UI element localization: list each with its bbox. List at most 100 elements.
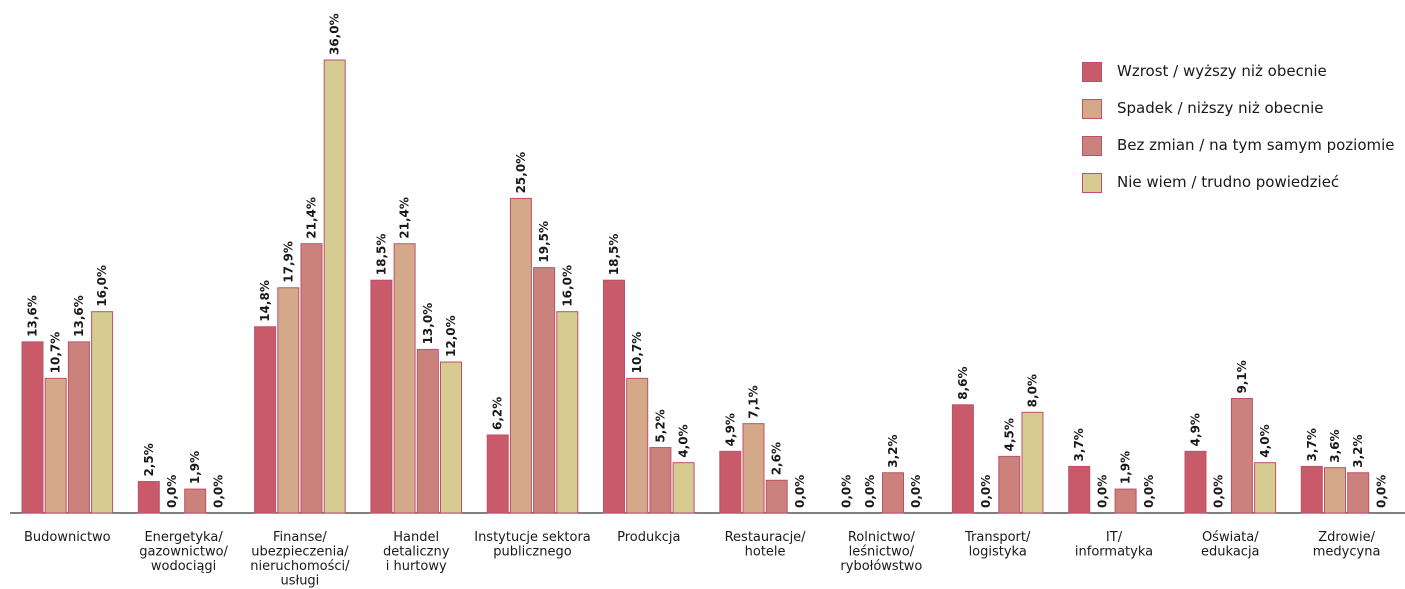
data-label: 3,7% bbox=[1072, 428, 1086, 461]
bar bbox=[1021, 411, 1044, 514]
bar bbox=[67, 341, 90, 514]
bar bbox=[21, 341, 44, 514]
data-label: 3,2% bbox=[886, 434, 900, 467]
data-label: 6,2% bbox=[491, 397, 505, 430]
data-label: 0,0% bbox=[1374, 475, 1388, 508]
data-label: 0,0% bbox=[1212, 475, 1226, 508]
data-label: 1,9% bbox=[188, 451, 202, 484]
category-label: ubezpieczenia/ bbox=[251, 545, 349, 560]
category-label: Oświata/ bbox=[1202, 530, 1259, 545]
bar bbox=[1347, 472, 1370, 514]
bar bbox=[44, 377, 67, 514]
category-label: IT/ bbox=[1106, 530, 1123, 545]
data-label: 10,7% bbox=[630, 332, 644, 374]
data-label: 0,0% bbox=[1142, 475, 1156, 508]
data-label: 0,0% bbox=[1095, 475, 1109, 508]
data-label: 10,7% bbox=[49, 332, 63, 374]
data-label: 19,5% bbox=[537, 221, 551, 263]
bar bbox=[1300, 465, 1323, 514]
data-label: 17,9% bbox=[281, 241, 295, 283]
category-label: i hurtowy bbox=[386, 559, 447, 574]
bar bbox=[416, 348, 439, 514]
category-label: Energetyka/ bbox=[144, 530, 223, 545]
category-label: nieruchomości/ bbox=[250, 559, 350, 574]
bar bbox=[951, 404, 974, 514]
category-label: Zdrowie/ bbox=[1318, 530, 1375, 545]
data-label: 3,6% bbox=[1328, 429, 1342, 462]
category-label: leśnictwo/ bbox=[849, 545, 915, 560]
category-label: Finanse/ bbox=[273, 530, 327, 545]
category-label: Budownictwo bbox=[24, 530, 111, 545]
category-label: Handel bbox=[393, 530, 439, 545]
legend-label: Spadek / niższy niż obecnie bbox=[1117, 99, 1324, 117]
bar bbox=[277, 287, 300, 514]
category-label: medycyna bbox=[1313, 545, 1381, 560]
data-label: 5,2% bbox=[653, 409, 667, 442]
category-label: Rolnictwo/ bbox=[848, 530, 916, 545]
category-label: wodociągi bbox=[151, 559, 216, 574]
bar bbox=[1068, 465, 1091, 514]
data-label: 12,0% bbox=[444, 315, 458, 357]
legend-label: Wzrost / wyższy niż obecnie bbox=[1117, 62, 1327, 80]
category-label: Restauracje/ bbox=[725, 530, 807, 545]
bar bbox=[91, 311, 114, 514]
data-label: 4,0% bbox=[677, 424, 691, 457]
data-label: 3,7% bbox=[1305, 428, 1319, 461]
data-label: 3,2% bbox=[1351, 434, 1365, 467]
legend-swatch bbox=[1082, 173, 1102, 193]
category-label: edukacja bbox=[1201, 545, 1259, 560]
bar bbox=[509, 197, 532, 514]
data-label: 0,0% bbox=[165, 475, 179, 508]
category-label: logistyka bbox=[969, 545, 1027, 560]
bar bbox=[440, 361, 462, 514]
bar bbox=[556, 311, 579, 514]
bar bbox=[1184, 450, 1207, 514]
data-label: 2,5% bbox=[142, 443, 156, 476]
category-label: usługi bbox=[280, 574, 319, 589]
data-label: 4,9% bbox=[723, 413, 737, 446]
data-label: 36,0% bbox=[328, 13, 342, 55]
data-label: 8,6% bbox=[956, 367, 970, 400]
bar bbox=[719, 450, 742, 514]
bar bbox=[323, 59, 346, 514]
category-label: detaliczny bbox=[383, 545, 450, 560]
data-label: 0,0% bbox=[793, 475, 807, 508]
legend-swatch bbox=[1082, 62, 1102, 82]
data-label: 8,0% bbox=[1026, 374, 1040, 407]
bar bbox=[486, 434, 509, 514]
data-label: 0,0% bbox=[840, 475, 854, 508]
bar bbox=[603, 279, 625, 514]
category-label: informatyka bbox=[1075, 545, 1153, 560]
data-label: 13,0% bbox=[421, 303, 435, 345]
bar bbox=[1324, 467, 1346, 514]
legend-label: Bez zmian / na tym samym poziomie bbox=[1117, 136, 1395, 154]
data-label: 25,0% bbox=[514, 152, 528, 194]
bar bbox=[742, 423, 765, 514]
data-label: 0,0% bbox=[211, 475, 225, 508]
category-label: rybołówstwo bbox=[840, 559, 922, 574]
data-label: 18,5% bbox=[374, 234, 388, 276]
category-label: Transport/ bbox=[964, 530, 1031, 545]
bar bbox=[882, 472, 904, 514]
category-label: publicznego bbox=[493, 545, 571, 560]
data-label: 0,0% bbox=[863, 475, 877, 508]
data-label: 21,4% bbox=[398, 197, 412, 239]
data-label: 16,0% bbox=[95, 265, 109, 307]
bar bbox=[1230, 397, 1253, 514]
data-label: 4,9% bbox=[1189, 413, 1203, 446]
data-label: 9,1% bbox=[1235, 360, 1249, 393]
category-label: Instytucje sektora bbox=[474, 530, 591, 545]
bar bbox=[672, 462, 695, 514]
data-label: 7,1% bbox=[747, 385, 761, 418]
bar bbox=[1114, 488, 1137, 514]
data-label: 0,0% bbox=[979, 475, 993, 508]
legend-swatch bbox=[1082, 99, 1102, 119]
data-label: 16,0% bbox=[560, 265, 574, 307]
bar bbox=[184, 488, 207, 514]
data-label: 4,5% bbox=[1002, 418, 1016, 451]
data-label: 0,0% bbox=[909, 475, 923, 508]
category-label: Produkcja bbox=[617, 530, 680, 545]
bar bbox=[254, 326, 277, 514]
legend-swatch bbox=[1082, 136, 1102, 156]
